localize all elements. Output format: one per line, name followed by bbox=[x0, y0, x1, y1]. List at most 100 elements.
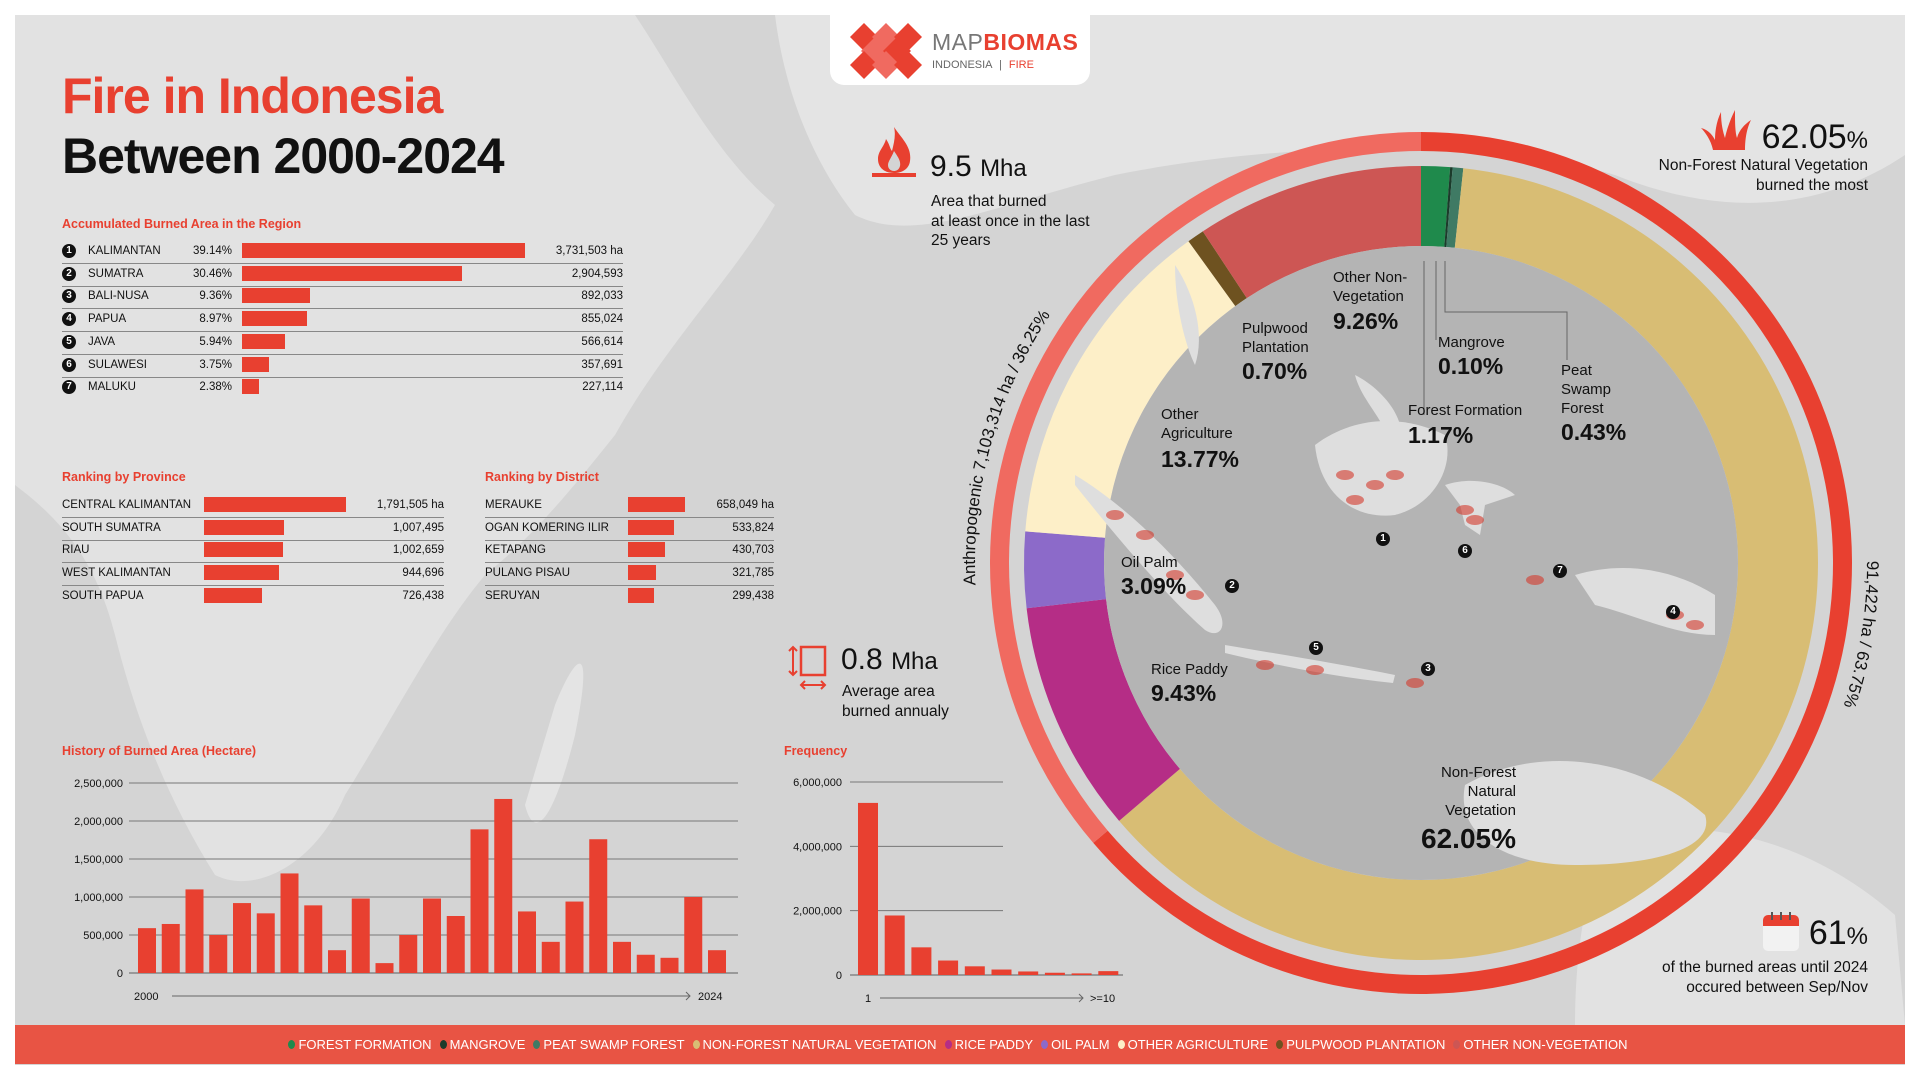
province-name: CENTRAL KALIMANTAN bbox=[62, 499, 192, 511]
title-line2: Between 2000-2024 bbox=[62, 128, 505, 184]
pct-mangrove: 0.10% bbox=[1438, 353, 1504, 379]
most-value: 62.05 bbox=[1761, 118, 1847, 156]
logo-brand-bold: BIOMAS bbox=[983, 29, 1079, 55]
burn-area bbox=[1166, 570, 1184, 580]
region-bar bbox=[242, 311, 307, 327]
region-bar bbox=[242, 288, 310, 304]
y-tick-label: 2,000,000 bbox=[74, 816, 123, 828]
province-row: WEST KALIMANTAN 944,696 bbox=[62, 563, 444, 587]
province-name: WEST KALIMANTAN bbox=[62, 567, 171, 580]
bar bbox=[351, 898, 370, 973]
region-value: 3,731,503 ha bbox=[555, 245, 623, 257]
burn-area bbox=[1386, 470, 1404, 480]
legend-item: MANGROVE bbox=[439, 1037, 525, 1052]
rank-badge: 3 bbox=[62, 289, 76, 304]
pct-peat-swamp: 0.43% bbox=[1561, 419, 1627, 445]
bar bbox=[1098, 971, 1119, 975]
map-marker-4: 4 bbox=[1666, 605, 1680, 619]
burn-area bbox=[1256, 660, 1274, 670]
region-value: 892,033 bbox=[581, 290, 623, 303]
logo-sub-right: FIRE bbox=[1008, 59, 1034, 71]
bar bbox=[399, 935, 418, 973]
logo-diamond-icon bbox=[850, 23, 922, 79]
legend-label: PEAT SWAMP FOREST bbox=[543, 1037, 685, 1052]
bar bbox=[209, 935, 228, 973]
y-tick-label: 0 bbox=[117, 968, 123, 980]
district-bar bbox=[628, 587, 654, 603]
district-name: KETAPANG bbox=[485, 544, 546, 557]
region-name: SULAWESI bbox=[88, 358, 148, 371]
season-line2: occured between Sep/Nov bbox=[1686, 978, 1868, 996]
region-name: MALUKU bbox=[88, 381, 136, 394]
title-line1: Fire in Indonesia bbox=[62, 68, 443, 124]
bar bbox=[541, 941, 560, 973]
ring-segment-natural bbox=[1093, 132, 1853, 995]
slice-non-forest-natural-vegetation bbox=[1119, 168, 1818, 961]
bar bbox=[938, 960, 959, 975]
burn-area bbox=[1186, 590, 1204, 600]
region-name: BALI-NUSA bbox=[88, 290, 149, 303]
burn-area bbox=[1346, 495, 1364, 505]
legend-item: PULPWOOD PLANTATION bbox=[1276, 1037, 1445, 1052]
district-row: MERAUKE 658,049 ha bbox=[485, 495, 774, 518]
district-row: SERUYAN 299,438 bbox=[485, 586, 774, 608]
y-tick-label: 6,000,000 bbox=[793, 777, 842, 789]
legend-label: OIL PALM bbox=[1051, 1037, 1110, 1052]
region-bar bbox=[242, 243, 525, 258]
region-heading: Accumulated Burned Area in the Region bbox=[62, 217, 302, 231]
region-row: 3 BALI-NUSA 9.36% 892,033 bbox=[62, 286, 623, 310]
burn-area bbox=[1466, 515, 1484, 525]
fire-icon bbox=[872, 127, 916, 177]
region-bar bbox=[242, 356, 270, 372]
region-value: 227,114 bbox=[582, 381, 623, 394]
province-value: 1,007,495 bbox=[392, 521, 444, 534]
most-line2: burned the most bbox=[1755, 176, 1868, 194]
average-unit: Mha bbox=[891, 648, 938, 675]
province-value: 1,791,505 ha bbox=[376, 499, 444, 511]
island-shape bbox=[1355, 375, 1400, 430]
logo-sub-left: INDONESIA bbox=[932, 59, 992, 71]
x-end-label: 2024 bbox=[698, 991, 722, 1003]
total-unit: Mha bbox=[980, 155, 1027, 182]
island-shape bbox=[1463, 761, 1707, 865]
region-name: KALIMANTAN bbox=[88, 245, 161, 257]
rank-badge: 7 bbox=[62, 380, 76, 395]
pct-pulpwood: 0.70% bbox=[1242, 358, 1308, 384]
region-name: PAPUA bbox=[88, 313, 127, 326]
burn-area bbox=[1526, 575, 1544, 585]
total-value: 9.5 bbox=[930, 150, 972, 183]
legend-dot-icon bbox=[1276, 1040, 1284, 1049]
legend-dot-icon bbox=[944, 1040, 952, 1049]
province-name: RIAU bbox=[62, 544, 90, 557]
grass-fire-icon bbox=[1701, 110, 1752, 150]
season-value: 61 bbox=[1808, 914, 1847, 952]
province-bar bbox=[204, 542, 284, 558]
province-name: SOUTH PAPUA bbox=[62, 589, 144, 602]
region-pct: 9.36% bbox=[199, 290, 232, 303]
legend-label: RICE PADDY bbox=[954, 1037, 1034, 1052]
pct-non-forest: 62.05% bbox=[1421, 823, 1516, 854]
legend-item: PEAT SWAMP FOREST bbox=[533, 1037, 685, 1052]
region-row: 1 KALIMANTAN 39.14% 3,731,503 ha bbox=[62, 241, 623, 264]
average-value: 0.8 bbox=[841, 643, 883, 676]
bar bbox=[565, 901, 584, 973]
district-bar bbox=[628, 542, 666, 558]
province-row: SOUTH SUMATRA 1,007,495 bbox=[62, 518, 444, 541]
region-bar bbox=[242, 265, 463, 281]
history-chart-title: History of Burned Area (Hectare) bbox=[62, 744, 257, 758]
bar bbox=[518, 911, 536, 973]
bar bbox=[328, 950, 346, 973]
province-bar bbox=[204, 587, 262, 603]
region-bar bbox=[242, 379, 260, 395]
frequency-chart-title: Frequency bbox=[784, 744, 848, 758]
map-marker-1: 1 bbox=[1376, 532, 1390, 546]
region-value: 2,904,593 bbox=[571, 267, 623, 280]
burn-area bbox=[1366, 480, 1384, 490]
region-row: 4 PAPUA 8.97% 855,024 bbox=[62, 309, 623, 333]
legend-label: PULPWOOD PLANTATION bbox=[1286, 1037, 1446, 1052]
most-unit: % bbox=[1846, 127, 1868, 154]
slice-oil-palm bbox=[1023, 531, 1107, 609]
legend-dot-icon bbox=[439, 1040, 447, 1049]
bar bbox=[613, 941, 631, 973]
legend-dot-icon bbox=[533, 1040, 541, 1049]
